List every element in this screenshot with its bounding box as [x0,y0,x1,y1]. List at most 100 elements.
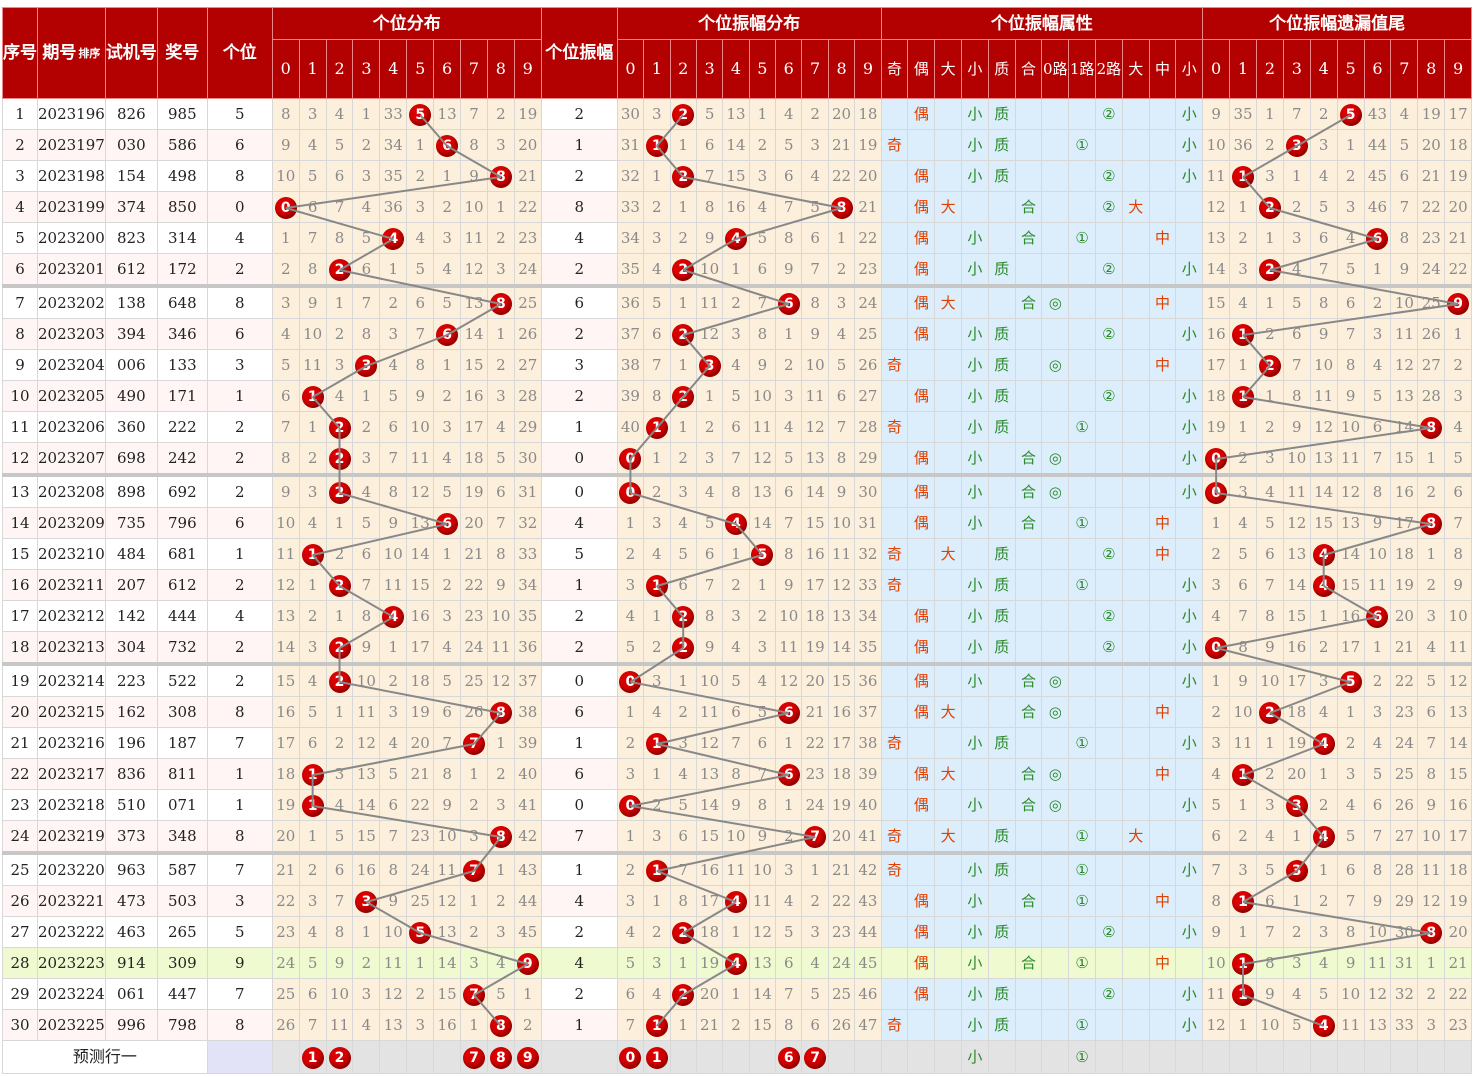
dist-cell: 12 [406,473,435,508]
attr-cell: 小 [1175,978,1204,1010]
ampdist-cell: 14 [748,507,777,539]
sort-icon[interactable]: 排序 [78,46,101,60]
dist-cell: 2 [325,662,354,697]
ampdist-cell: 7 [669,851,697,886]
attr-cell [1068,380,1096,412]
dist-cell: 1 [298,758,327,790]
ampdist-miss: 2 [810,105,820,123]
dist-miss: 7 [496,514,506,532]
miss-value: 8 [1238,638,1248,656]
dist-miss: 3 [469,954,479,972]
attr-cell: ◎ [1041,284,1070,319]
row-trial: 963 [104,851,158,886]
miss-cell: 14 [1444,727,1473,759]
dist-cell: 3 [433,222,462,254]
dist-miss: 25 [518,294,538,312]
attr-cell [1121,507,1150,539]
attr-cell: ① [1068,411,1096,443]
row-prize: 348 [156,820,208,854]
miss-value: 5 [1318,985,1329,1003]
miss-cell: 3 [1336,191,1365,223]
dist-miss: 6 [280,387,291,405]
row-seq: 3 [2,160,38,192]
attr-cell [1041,507,1070,539]
miss-value: 5 [1292,1016,1302,1034]
dist-miss: 6 [307,198,318,216]
ampdist-cell: 34 [854,600,882,632]
ampdist-miss: 35 [620,260,640,278]
table-row: 22 2023217 836 811 1 18 1 3 13 5 21 8 1 2 40 6 3 1 4 13 8 7 6 2… [2,758,1473,790]
dist-miss: 40 [518,765,538,783]
miss-value: 2 [1318,892,1329,910]
ampdist-miss: 5 [625,954,636,972]
row-seq: 27 [2,916,38,948]
miss-value: 7 [1372,449,1383,467]
miss-cell: 16 [1202,318,1231,350]
attr-cell: 奇 [880,129,909,161]
miss-ball: 4 [1312,733,1335,755]
ampdist-cell: 14 [748,978,777,1010]
dist-cell: 8 [486,160,515,192]
ampdist-cell: 9 [775,253,803,287]
ampdist-miss: 1 [731,985,741,1003]
row-unit: 0 [206,191,273,223]
ampdist-cell: 1 [643,569,671,601]
dist-cell: 8 [406,349,435,381]
dist-cell: 2 [298,851,327,886]
ampdist-cell: 11 [827,538,856,570]
ampdist-miss: 16 [805,545,825,563]
row-amp: 4 [540,222,618,254]
ampdist-miss: 5 [757,229,768,247]
miss-cell: 25 [1417,284,1446,319]
row-trial: 394 [104,318,158,350]
miss-value: 6 [1372,418,1383,436]
miss-cell: 4 [1202,600,1231,632]
miss-ball: 9 [1447,293,1470,315]
row-period: 2023220 [37,851,106,886]
ampdist-cell: 22 [827,160,856,192]
row-seq: 23 [2,789,38,821]
dist-miss: 9 [415,387,425,405]
miss-cell: 4 [1309,1009,1338,1041]
dist-miss: 19 [276,796,296,814]
miss-cell: 6 [1336,284,1365,319]
ampdist-miss: 10 [700,672,720,690]
attr-cell [1121,631,1150,665]
dist-miss: 4 [307,923,318,941]
miss-cell: 11 [1336,1009,1365,1041]
ampdist-cell: 3 [801,916,829,948]
attr-cell [1148,662,1177,697]
dist-miss: 23 [464,607,484,625]
miss-value: 16 [1206,325,1226,343]
header-period[interactable]: 期号 排序 [37,7,106,99]
ampdist-miss: 1 [757,105,768,123]
miss-value: 2 [1318,105,1329,123]
attr-cell [1095,885,1123,917]
attr-cell [1175,538,1204,570]
ampdist-miss: 4 [783,418,794,436]
attr-cell [934,380,963,412]
attr-cell [1014,411,1043,443]
miss-value: 9 [1292,418,1302,436]
miss-value: 9 [1211,923,1221,941]
miss-cell: 24 [1417,253,1446,287]
ampdist-cell: 8 [775,222,803,254]
ampdist-cell: 45 [854,947,882,979]
attr-cell: 中 [1148,885,1177,917]
ampdist-cell: 6 [643,318,671,350]
dist-cell: 8 [379,851,408,886]
miss-cell: 4 [1309,160,1338,192]
dist-miss: 2 [496,765,506,783]
ampdist-cell: 37 [854,696,882,728]
miss-cell: 8 [1417,916,1446,948]
attr-cell [1121,851,1150,886]
miss-cell: 23 [1417,222,1446,254]
dist-cell: 6 [298,727,327,759]
miss-cell: 11 [1282,473,1311,508]
miss-value: 1 [1318,607,1329,625]
dist-cell: 9 [379,885,408,917]
miss-cell: 4 [1390,98,1419,130]
dist-cell: 4 [433,442,462,476]
row-prize: 172 [156,253,208,287]
attr-cell [1121,662,1150,697]
